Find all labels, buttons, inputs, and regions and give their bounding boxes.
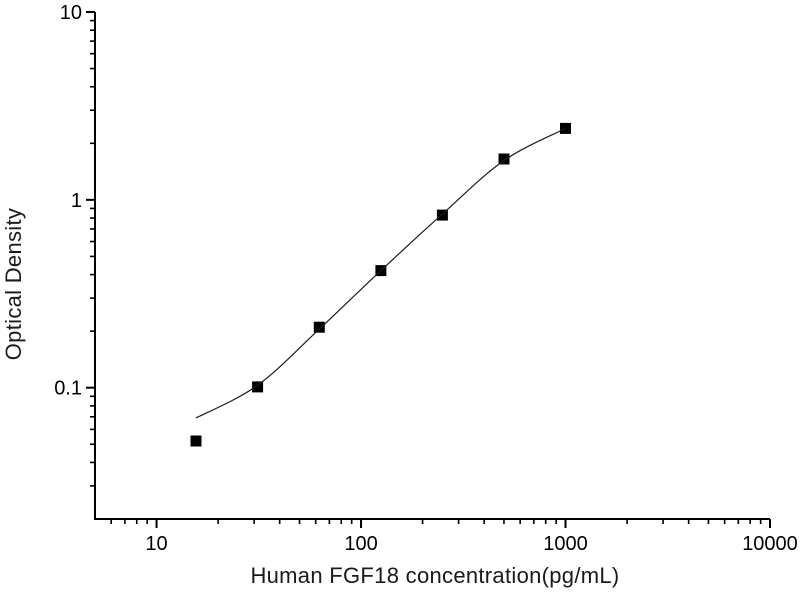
y-axis-tick-label: 1	[71, 190, 82, 212]
x-axis-tick-label: 10	[145, 533, 167, 555]
x-axis-tick-label: 10000	[742, 533, 798, 555]
x-axis-title: Human FGF18 concentration(pg/mL)	[250, 563, 620, 588]
data-point-marker	[498, 153, 510, 165]
x-axis-tick-label: 100	[344, 533, 377, 555]
y-axis-title: Optical Density	[1, 207, 26, 361]
data-point-marker	[190, 435, 202, 447]
x-axis-tick-label: 1000	[543, 533, 588, 555]
fit-curve-line	[195, 127, 566, 419]
y-axis-tick-label: 10	[60, 2, 82, 24]
data-point-marker	[252, 381, 264, 393]
y-axis-tick-label: 0.1	[54, 378, 82, 400]
data-point-marker	[436, 209, 448, 221]
data-point-marker	[313, 321, 325, 333]
